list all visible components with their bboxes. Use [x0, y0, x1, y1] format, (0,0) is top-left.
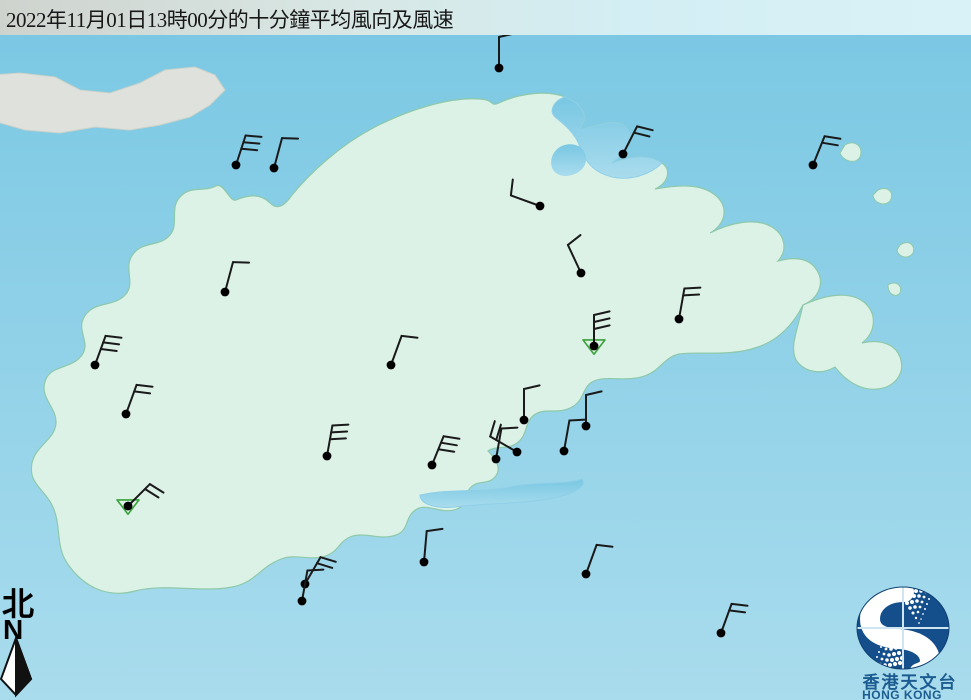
svg-text:N: N: [3, 614, 23, 645]
